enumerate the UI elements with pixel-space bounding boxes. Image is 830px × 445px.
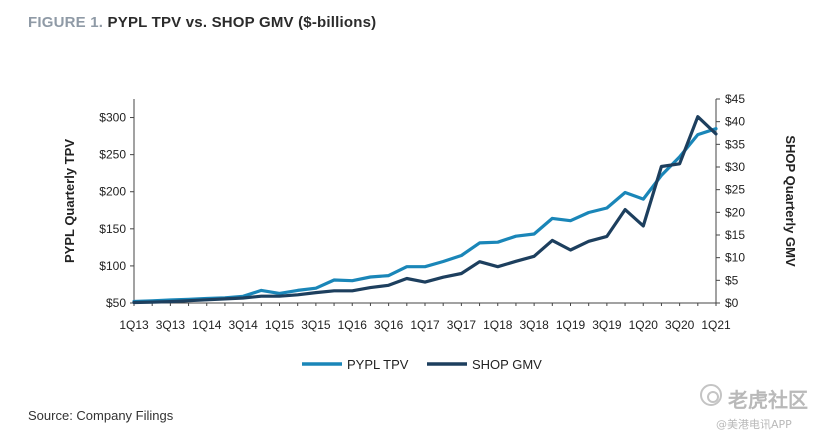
legend-shop-label: SHOP GMV [472, 357, 542, 372]
x-tick-label: 3Q15 [301, 318, 331, 332]
right-tick-label: $5 [725, 273, 739, 287]
figure-title: FIGURE 1. PYPL TPV vs. SHOP GMV ($-billi… [28, 14, 376, 31]
right-tick-label: $0 [725, 296, 739, 310]
x-tick-label: 1Q13 [119, 318, 149, 332]
watermark-sub: @美港电讯APP [716, 418, 792, 431]
x-tick-label: 1Q16 [338, 318, 368, 332]
x-tick-label: 3Q14 [228, 318, 258, 332]
right-tick-label: $10 [725, 251, 745, 265]
watermark-main: 老虎社区 [728, 388, 808, 412]
right-tick-label: $45 [725, 92, 745, 106]
left-tick-label: $200 [99, 185, 126, 199]
x-tick-label: 1Q19 [556, 318, 586, 332]
left-tick-label: $50 [106, 296, 126, 310]
right-tick-label: $20 [725, 205, 745, 219]
x-tick-label: 3Q19 [592, 318, 622, 332]
shop-gmv-line [132, 115, 718, 305]
x-tick-label: 1Q21 [701, 318, 731, 332]
x-tick-label: 3Q16 [374, 318, 404, 332]
x-tick-label: 1Q14 [192, 318, 222, 332]
right-tick-label: $35 [725, 137, 745, 151]
x-tick-label: 3Q13 [156, 318, 186, 332]
legend-pypl-label: PYPL TPV [347, 357, 409, 372]
pypl-tpv-line [132, 127, 718, 304]
right-axis-title: SHOP Quarterly GMV [783, 135, 798, 267]
left-tick-label: $150 [99, 222, 126, 236]
x-tick-label: 3Q17 [447, 318, 477, 332]
left-tick-label: $100 [99, 259, 126, 273]
x-tick-label: 1Q18 [483, 318, 513, 332]
right-tick-label: $30 [725, 160, 745, 174]
figure-number: FIGURE 1. [28, 14, 104, 31]
right-tick-label: $15 [725, 228, 745, 242]
figure-title-text: PYPL TPV vs. SHOP GMV ($-billions) [107, 14, 377, 31]
left-tick-label: $250 [99, 148, 126, 162]
left-tick-label: $300 [99, 111, 126, 125]
x-tick-label: 1Q15 [265, 318, 295, 332]
tiger-logo-icon [700, 384, 722, 406]
x-tick-label: 3Q20 [665, 318, 695, 332]
left-axis-title: PYPL Quarterly TPV [62, 139, 77, 263]
x-tick-label: 3Q18 [519, 318, 549, 332]
right-tick-label: $40 [725, 115, 745, 129]
source-note: Source: Company Filings [28, 408, 174, 423]
right-tick-label: $25 [725, 183, 745, 197]
x-tick-label: 1Q20 [629, 318, 659, 332]
x-tick-label: 1Q17 [410, 318, 440, 332]
